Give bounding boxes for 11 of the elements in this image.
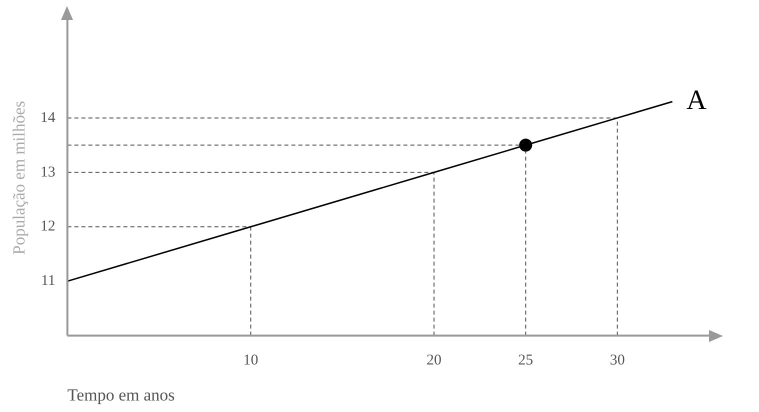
x-tick-label: 30	[610, 352, 625, 369]
x-axis-title: Tempo em anos	[67, 385, 175, 404]
y-axis-title: População em milhões	[10, 100, 29, 255]
y-tick-label: 13	[40, 164, 56, 180]
y-tick-label: 14	[40, 110, 56, 126]
x-tick-label: 25	[518, 352, 534, 369]
y-tick-label: 12	[40, 218, 56, 235]
x-tick-label: 20	[426, 352, 442, 369]
x-tick-label: 10	[243, 352, 258, 369]
series-label: A	[686, 84, 708, 116]
y-tick-label: 11	[40, 273, 56, 290]
